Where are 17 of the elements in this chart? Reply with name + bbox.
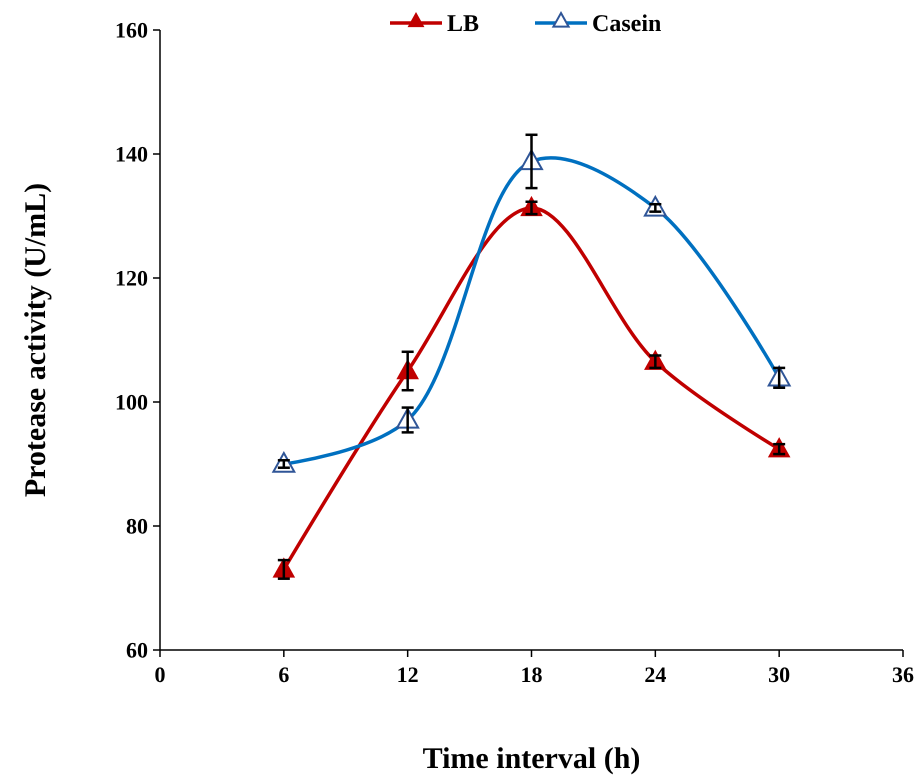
y-axis-title: Protease activity (U/mL) [19, 182, 52, 498]
y-tick-label: 140 [115, 142, 148, 167]
x-tick-label: 30 [768, 662, 790, 687]
x-tick-label: 12 [396, 662, 419, 687]
y-tick-label: 120 [115, 266, 148, 291]
x-tick-label: 18 [520, 662, 542, 687]
y-tick-label: 100 [115, 390, 148, 415]
x-tick-label: 24 [644, 662, 666, 687]
x-tick-label: 0 [154, 662, 166, 687]
legend-label: Casein [592, 11, 662, 37]
x-tick-label: 6 [278, 662, 290, 687]
x-axis-title: Time interval (h) [422, 742, 640, 775]
y-tick-label: 60 [126, 638, 148, 663]
y-tick-label: 80 [126, 514, 148, 539]
x-tick-label: 36 [892, 662, 914, 687]
legend-label: LB [447, 11, 480, 37]
y-tick-label: 160 [115, 18, 148, 43]
